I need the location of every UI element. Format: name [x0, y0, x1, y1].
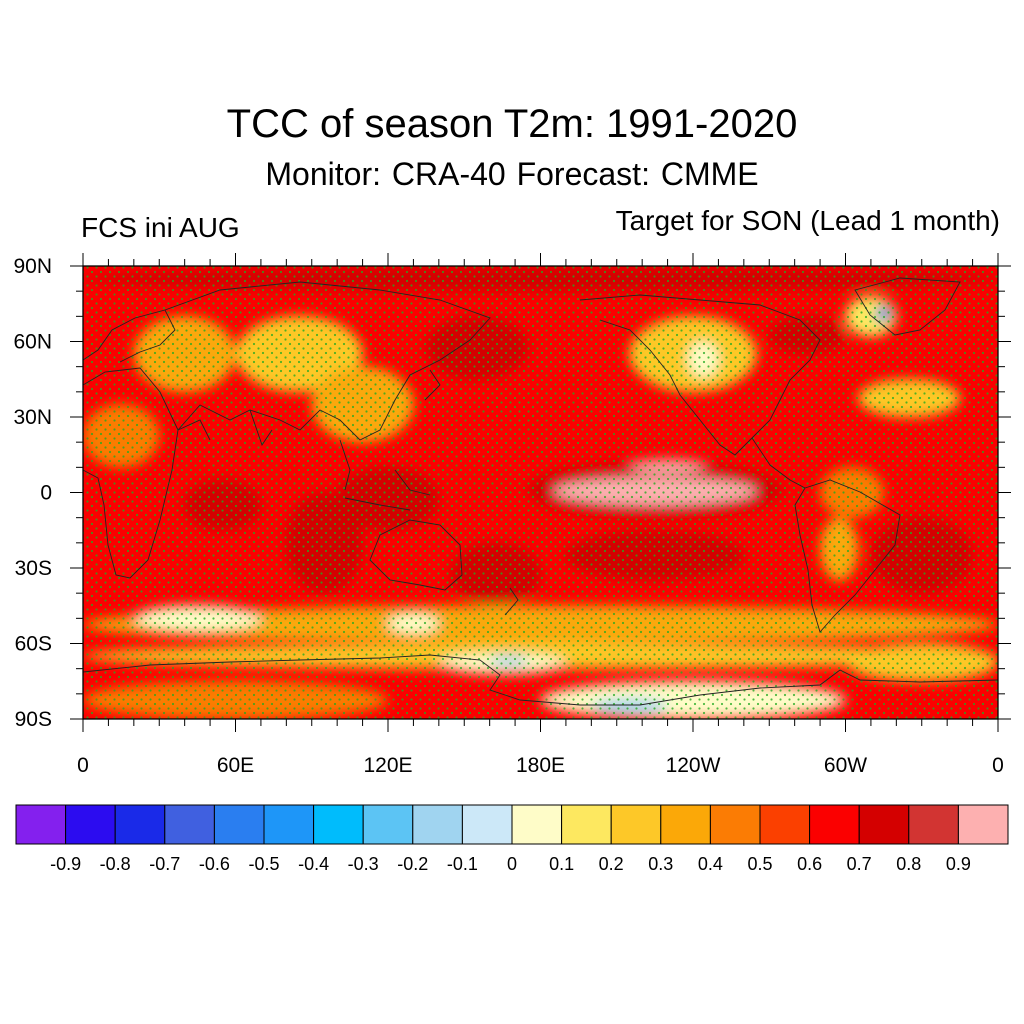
plot-title: TCC of season T2m: 1991-2020	[226, 102, 798, 146]
lat-tick-label: 60S	[15, 633, 52, 656]
colorbar-label: -0.5	[248, 854, 279, 874]
colorbar-label: 0.1	[549, 854, 574, 874]
map-panel: 90N 60N 30N 0 30S 60S 90S 0 60E 120E 180E 120W 60W 0	[13, 253, 1011, 777]
lat-tick-label: 0	[40, 482, 52, 505]
colorbar-label: 0.4	[698, 854, 723, 874]
colorbar-label: 0	[507, 854, 517, 874]
colorbar-label: -0.7	[149, 854, 180, 874]
colorbar-label: 0.8	[896, 854, 921, 874]
significance-stippling	[83, 266, 998, 719]
colorbar-swatch	[65, 804, 116, 845]
colorbar-swatch	[313, 804, 364, 845]
colorbar: -0.9 -0.8 -0.7 -0.6 -0.5 -0.4 -0.3 -0.2 -0.1 0 0.1…	[15, 804, 1009, 874]
latitude-tick-labels: 90N 60N 30N 0 30S 60S 90S	[13, 255, 52, 731]
lat-tick-label: 30S	[15, 557, 52, 580]
lat-tick-label: 90S	[15, 708, 52, 731]
colorbar-label: -0.4	[298, 854, 329, 874]
colorbar-label: -0.8	[100, 854, 131, 874]
coastlines	[83, 277, 998, 706]
right-string-label: Target for SON (Lead 1 month)	[615, 205, 1000, 236]
colorbar-swatch	[412, 804, 463, 845]
lon-tick-label: 60W	[824, 754, 867, 777]
colorbar-swatch	[561, 804, 612, 845]
colorbar-label: 0.7	[847, 854, 872, 874]
colorbar-swatch	[709, 804, 761, 845]
lon-tick-label: 120W	[666, 754, 721, 777]
colorbar-label: -0.1	[447, 854, 478, 874]
colorbar-label: -0.3	[348, 854, 379, 874]
colorbar-swatch	[461, 804, 513, 845]
colorbar-label: -0.6	[199, 854, 230, 874]
lon-tick-label: 0	[992, 754, 1004, 777]
colorbar-swatch	[15, 804, 67, 845]
left-string-label: FCS ini AUG	[81, 212, 240, 243]
colorbar-label: 0.5	[747, 854, 772, 874]
lon-tick-label: 180E	[516, 754, 565, 777]
colorbar-label: 0.3	[648, 854, 673, 874]
colorbar-swatch	[858, 804, 910, 845]
colorbar-swatch	[957, 804, 1009, 845]
lat-tick-label: 90N	[13, 255, 52, 278]
lon-tick-label: 0	[77, 754, 89, 777]
colorbar-swatch	[610, 804, 662, 845]
colorbar-label: 0.9	[946, 854, 971, 874]
longitude-tick-labels: 0 60E 120E 180E 120W 60W 0	[77, 754, 1004, 777]
lon-tick-label: 120E	[363, 754, 412, 777]
colorbar-swatch	[362, 804, 414, 845]
colorbar-label: -0.9	[50, 854, 81, 874]
colorbar-swatch	[263, 804, 315, 845]
colorbar-label: 0.6	[797, 854, 822, 874]
colorbar-label: 0.2	[599, 854, 624, 874]
lon-tick-label: 60E	[217, 754, 254, 777]
plot-subtitle: Monitor: CRA-40 Forecast: CMME	[265, 156, 759, 192]
axis-ticks	[70, 253, 1011, 732]
colorbar-swatch	[164, 804, 215, 845]
colorbar-swatch	[759, 804, 811, 845]
colorbar-swatch	[809, 804, 860, 845]
colorbar-swatch	[511, 804, 563, 845]
colorbar-swatch	[114, 804, 166, 845]
lat-tick-label: 60N	[13, 331, 52, 354]
colorbar-swatch	[660, 804, 711, 845]
colorbar-label: -0.2	[397, 854, 428, 874]
colorbar-swatch	[908, 804, 959, 845]
colorbar-swatch	[213, 804, 265, 845]
lat-tick-label: 30N	[13, 406, 52, 429]
